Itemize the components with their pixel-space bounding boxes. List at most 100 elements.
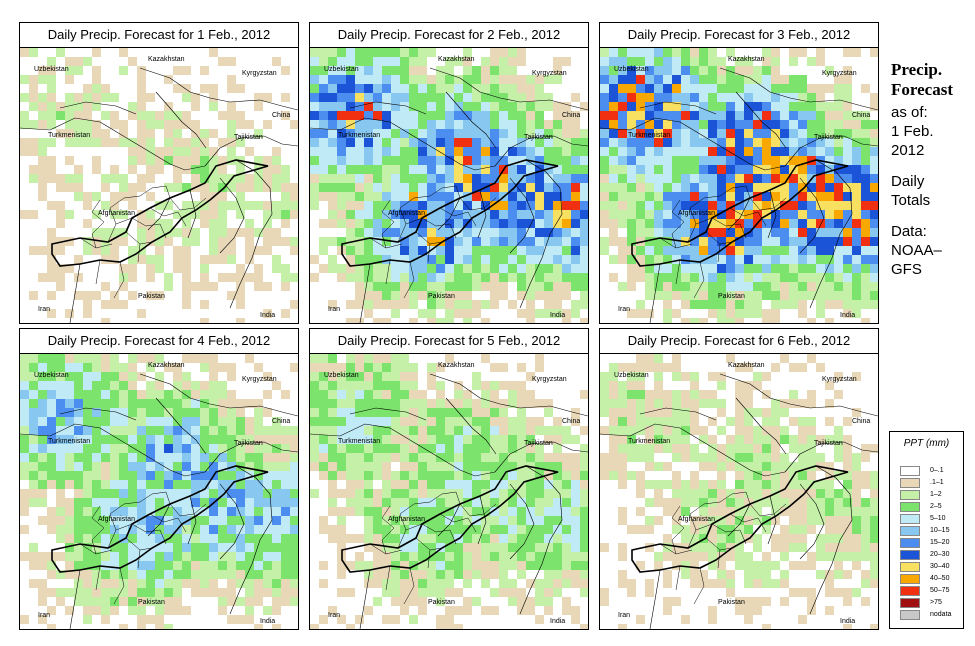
country-border	[59, 407, 137, 421]
precip-cell	[92, 579, 101, 588]
precip-cell	[490, 273, 499, 282]
precip-cell	[861, 210, 870, 219]
precip-cell	[472, 561, 481, 570]
precip-cell	[427, 147, 436, 156]
precip-cell	[708, 300, 717, 309]
precip-cell	[364, 219, 373, 228]
precip-cell	[382, 111, 391, 120]
precip-cell	[508, 399, 517, 408]
precip-cell	[753, 435, 762, 444]
precip-cell	[699, 489, 708, 498]
precip-cell	[445, 552, 454, 561]
precip-cell	[861, 534, 870, 543]
precip-cell	[690, 93, 699, 102]
precip-cell	[762, 273, 771, 282]
precip-cell	[146, 147, 155, 156]
precip-cell	[391, 93, 400, 102]
precip-cell	[346, 66, 355, 75]
precip-cell	[454, 255, 463, 264]
precip-cell	[418, 309, 427, 318]
precip-cell	[245, 183, 254, 192]
precip-cell	[481, 156, 490, 165]
precip-cell	[173, 579, 182, 588]
precip-cell	[807, 435, 816, 444]
precip-cell	[436, 219, 445, 228]
precip-cell	[400, 363, 409, 372]
precip-cell	[445, 399, 454, 408]
precip-cell	[218, 255, 227, 264]
precip-cell	[236, 561, 245, 570]
precip-cell	[654, 174, 663, 183]
precip-cell	[481, 444, 490, 453]
precip-cell	[762, 525, 771, 534]
precip-cell	[852, 489, 861, 498]
precip-cell	[65, 435, 74, 444]
precip-cell	[636, 228, 645, 237]
precip-cell	[38, 111, 47, 120]
precip-cell	[735, 273, 744, 282]
precip-cell	[870, 183, 878, 192]
precip-cell	[400, 93, 409, 102]
precip-cell	[789, 174, 798, 183]
precip-cell	[789, 480, 798, 489]
precip-cell	[852, 246, 861, 255]
precip-cell	[418, 291, 427, 300]
precip-cell	[481, 201, 490, 210]
precip-cell	[445, 570, 454, 579]
precip-cell	[373, 219, 382, 228]
precip-cell	[843, 489, 852, 498]
precip-cell	[355, 174, 364, 183]
precip-cell	[74, 399, 83, 408]
precip-cell	[254, 534, 263, 543]
precip-cell	[346, 435, 355, 444]
precip-cell	[373, 552, 382, 561]
precip-cell	[29, 390, 38, 399]
precip-cell	[562, 156, 571, 165]
precip-cell	[373, 390, 382, 399]
precip-cell	[128, 372, 137, 381]
precip-cell	[245, 588, 254, 597]
precip-cell	[110, 408, 119, 417]
province-border	[91, 221, 105, 249]
precip-cell	[191, 453, 200, 462]
precip-cell	[463, 192, 472, 201]
precip-cell	[128, 354, 137, 363]
precip-cell	[843, 543, 852, 552]
precip-cell	[200, 480, 209, 489]
country-label: Iran	[38, 306, 50, 313]
precip-cell	[454, 93, 463, 102]
precip-cell	[580, 264, 588, 273]
precip-cell	[445, 255, 454, 264]
precip-cell	[227, 588, 236, 597]
country-label: Tajikistan	[524, 134, 553, 141]
precip-cell	[272, 426, 281, 435]
precip-cell	[580, 462, 588, 471]
precip-cell	[146, 138, 155, 147]
precip-cell	[690, 102, 699, 111]
precip-cell	[580, 579, 588, 588]
precip-cell	[20, 498, 29, 507]
forecast-info: Precip. Forecast as of: 1 Feb. 2012 Dail…	[891, 60, 975, 279]
precip-cell	[110, 192, 119, 201]
precip-cell	[571, 93, 580, 102]
precip-cell	[571, 489, 580, 498]
precip-cell	[609, 417, 618, 426]
precip-cell	[454, 552, 463, 561]
precip-cell	[272, 570, 281, 579]
precip-cell	[789, 291, 798, 300]
precip-cell	[726, 93, 735, 102]
precip-cell	[337, 48, 346, 57]
precip-cell	[254, 435, 263, 444]
precip-cell	[690, 408, 699, 417]
precip-cell	[236, 480, 245, 489]
precip-cell	[281, 534, 290, 543]
precip-cell	[337, 66, 346, 75]
precip-cell	[290, 453, 298, 462]
precip-cell	[454, 543, 463, 552]
precip-cell	[227, 120, 236, 129]
precip-cell	[56, 507, 65, 516]
precip-cell	[780, 147, 789, 156]
precip-cell	[535, 453, 544, 462]
precip-cell	[47, 561, 56, 570]
precip-cell	[490, 516, 499, 525]
